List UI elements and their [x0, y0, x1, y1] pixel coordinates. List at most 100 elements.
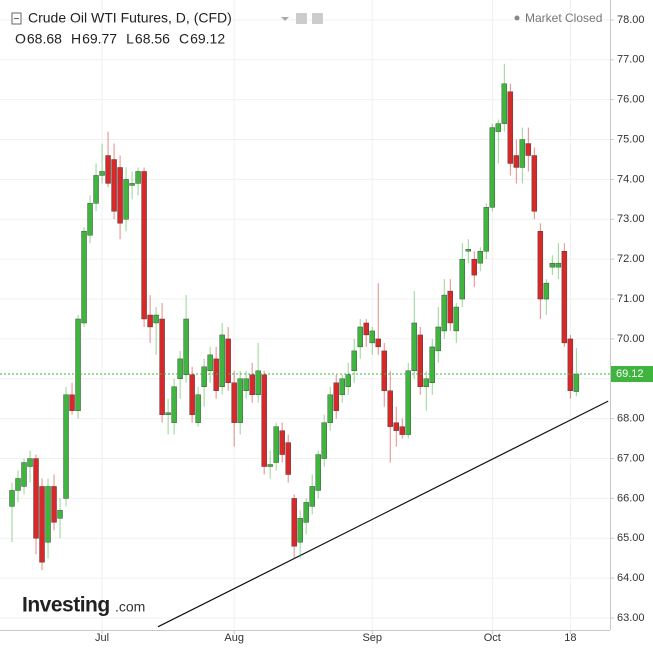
ohlc-label: C: [179, 31, 189, 47]
candle-body: [447, 290, 453, 324]
candle-body: [189, 374, 195, 415]
candle-body: [303, 502, 309, 523]
candle-body: [555, 262, 562, 268]
candle-body: [369, 330, 375, 344]
ohlc-value: 68.68: [27, 31, 62, 47]
y-tick-label: 70.00: [617, 333, 645, 345]
candle-body: [357, 326, 363, 348]
candle-body: [459, 258, 466, 300]
candle-body: [111, 159, 117, 212]
candle-body: [339, 378, 345, 395]
candle-body: [291, 498, 297, 547]
candle-body: [549, 262, 556, 268]
candle-body: [375, 338, 381, 348]
y-tick-label: 65.00: [617, 532, 645, 544]
candle-body: [525, 143, 532, 156]
candle-body: [27, 458, 33, 467]
candle-body: [273, 426, 279, 463]
y-tick-label: 63.00: [617, 612, 645, 624]
settings-icon[interactable]: [296, 13, 307, 24]
collapse-icon[interactable]: [11, 12, 22, 25]
ohlc-value: 69.77: [82, 31, 117, 47]
candle-body: [561, 251, 568, 344]
ohlc-label: O: [15, 31, 26, 47]
chart-title: Crude Oil WTI Futures, D, (CFD): [28, 10, 232, 26]
candle-body: [213, 358, 219, 391]
candle-body: [279, 430, 285, 455]
candle-body: [105, 155, 111, 184]
candle-body: [405, 370, 411, 435]
x-tick-label: Jul: [95, 632, 109, 644]
candle-body: [201, 366, 207, 387]
candle-body: [567, 338, 574, 391]
candle-body: [45, 486, 51, 543]
candle-body: [399, 426, 405, 435]
candle-body: [195, 394, 201, 423]
candle-body: [99, 171, 105, 176]
settings-icon[interactable]: [312, 13, 323, 24]
ohlc-label: H: [71, 31, 81, 47]
status-dot: [514, 15, 520, 21]
candle-body: [21, 462, 27, 487]
candle-body: [537, 231, 544, 300]
candle-body: [285, 442, 291, 475]
candle-body: [513, 155, 520, 168]
ohlc-value: 69.12: [190, 31, 225, 47]
candle-body: [81, 231, 87, 324]
candle-body: [501, 83, 508, 124]
watermark: Investing: [22, 594, 110, 617]
candle-body: [165, 412, 171, 415]
candle-body: [51, 486, 57, 523]
candle-body: [159, 318, 165, 415]
y-tick-label: 72.00: [617, 253, 645, 265]
dropdown-icon[interactable]: [281, 17, 289, 21]
candle-body: [75, 318, 81, 411]
candle-body: [465, 249, 472, 252]
candle-body: [477, 251, 484, 264]
candle-body: [219, 334, 225, 387]
candle-body: [543, 282, 550, 300]
candle-body: [417, 334, 423, 387]
candle-body: [261, 374, 267, 467]
candle-body: [393, 422, 399, 431]
candle-body: [69, 394, 75, 411]
candle-body: [315, 454, 321, 491]
candle-body: [135, 171, 141, 184]
candle-body: [63, 394, 69, 499]
candle-body: [129, 183, 135, 186]
y-tick-label: 64.00: [617, 572, 645, 584]
candle-body: [243, 378, 249, 391]
candle-body: [441, 294, 447, 332]
candle-body: [147, 314, 153, 328]
last-price-label: 69.12: [616, 368, 644, 380]
candle-body: [363, 322, 369, 336]
x-tick-label: Sep: [362, 632, 382, 644]
candle-body: [387, 390, 393, 427]
trendline: [157, 400, 609, 628]
candle-body: [531, 155, 538, 212]
candle-body: [183, 318, 189, 376]
candle-body: [573, 373, 580, 392]
candle-body: [381, 350, 387, 391]
x-tick-label: 18: [564, 632, 576, 644]
candle-body: [507, 91, 514, 164]
y-tick-label: 68.00: [617, 413, 645, 425]
y-tick-label: 66.00: [617, 492, 645, 504]
candle-body: [321, 422, 327, 459]
candle-body: [519, 139, 526, 168]
candle-body: [39, 486, 45, 563]
watermark-suffix: .com: [115, 599, 145, 615]
y-tick-label: 74.00: [617, 173, 645, 185]
candle-body: [429, 346, 435, 383]
candle-body: [435, 326, 441, 352]
y-tick-label: 67.00: [617, 452, 645, 464]
candle-body: [255, 370, 261, 395]
candle-body: [237, 378, 243, 423]
candle-body: [117, 167, 123, 224]
y-tick-label: 71.00: [617, 293, 645, 305]
candle-body: [225, 338, 231, 383]
candle-body: [495, 123, 502, 132]
